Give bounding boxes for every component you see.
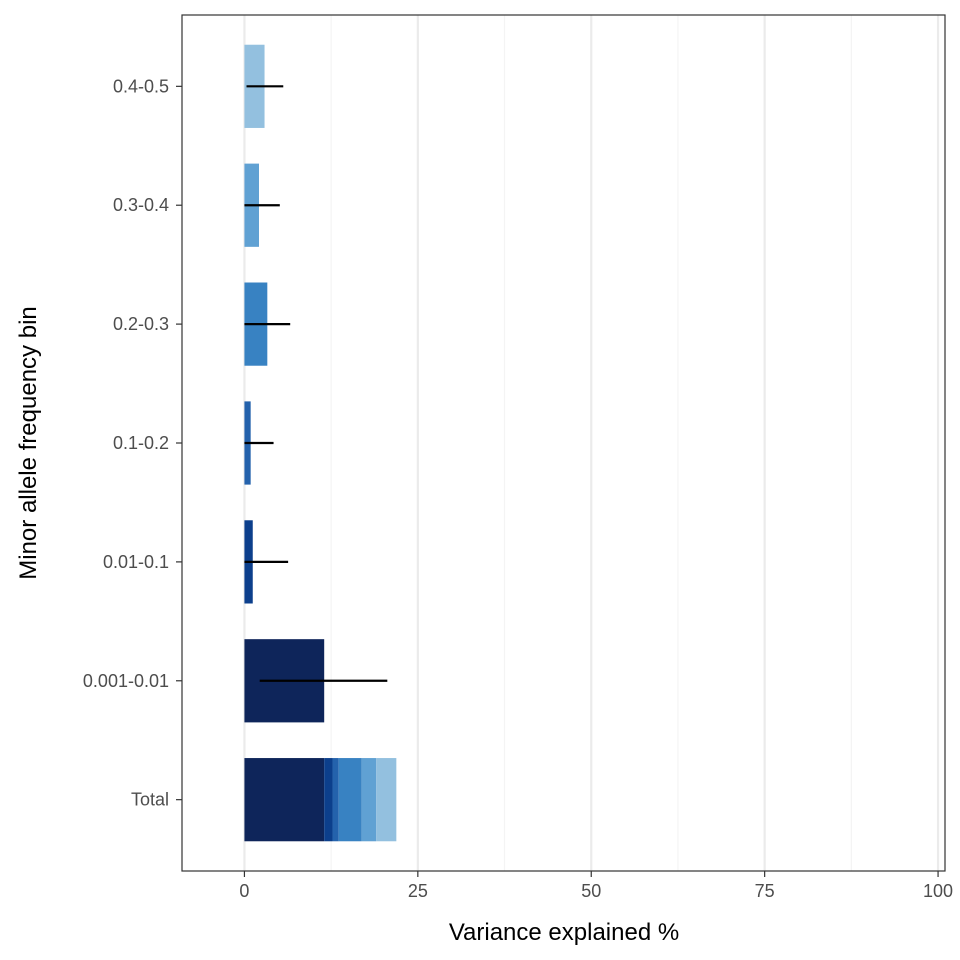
x-tick-label: 100 — [923, 881, 953, 901]
y-tick-label: 0.01-0.1 — [103, 552, 169, 572]
x-axis: 0 25 50 75 100 — [239, 871, 953, 901]
y-tick-label: 0.4-0.5 — [113, 76, 169, 96]
y-axis-title: Minor allele frequency bin — [15, 306, 42, 579]
panel-border — [181, 14, 946, 872]
x-tick-label: 75 — [755, 881, 775, 901]
grid-layer — [243, 15, 940, 871]
y-tick-label: Total — [131, 790, 169, 810]
x-tick-label: 50 — [581, 881, 601, 901]
y-axis: Total 0.001-0.01 0.01-0.1 0.1-0.2 0.2-0.3 0.3… — [83, 76, 182, 810]
x-axis-title: Variance explained % — [449, 919, 679, 946]
total-bar-segment — [376, 758, 397, 842]
y-tick-label: 0.001-0.01 — [83, 671, 169, 691]
y-tick-label: 0.2-0.3 — [113, 314, 169, 334]
y-tick-label: 0.1-0.2 — [113, 433, 169, 453]
total-bar-segment — [338, 758, 362, 842]
total-bar-segment — [244, 758, 325, 842]
x-tick-label: 0 — [239, 881, 249, 901]
total-bar-segment — [332, 758, 339, 842]
total-bar-segment — [324, 758, 333, 842]
y-tick-label: 0.3-0.4 — [113, 195, 169, 215]
error-bars-layer — [244, 85, 388, 682]
x-tick-label: 25 — [408, 881, 428, 901]
bars-layer — [244, 44, 397, 842]
total-bar-segment — [361, 758, 377, 842]
